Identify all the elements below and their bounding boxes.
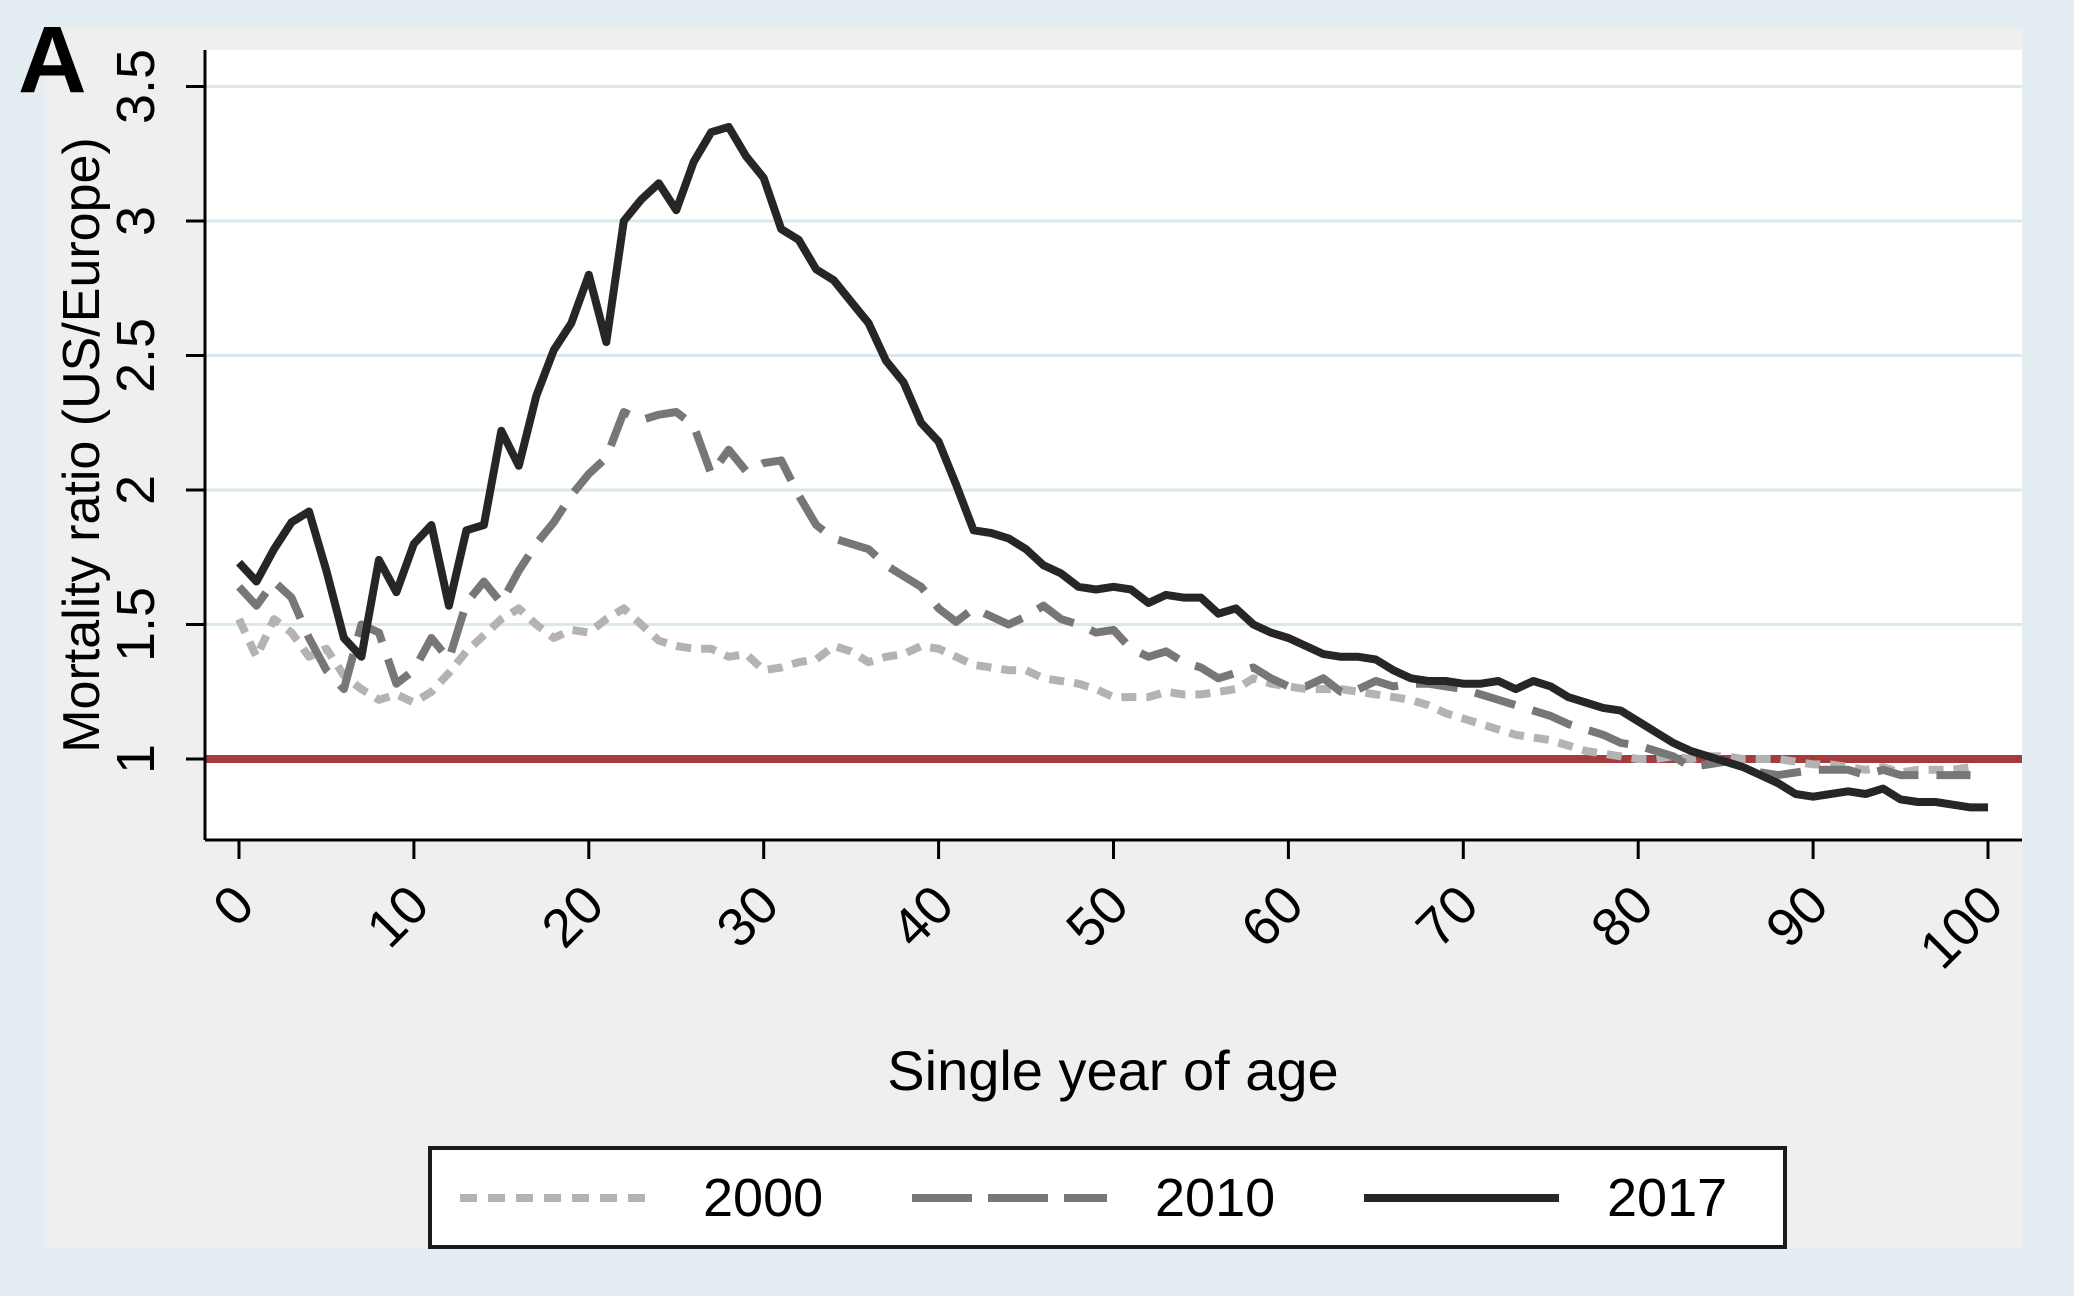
- series-lines: [235, 122, 1988, 812]
- y-axis-title: Mortality ratio (US/Europe): [53, 137, 111, 753]
- series-2010-line: [236, 408, 1971, 780]
- y-tick-label: 3.5: [106, 49, 166, 124]
- x-axis-title: Single year of age: [887, 1039, 1338, 1102]
- plot-area: [205, 50, 2022, 840]
- legend: 2000 2010 2017: [428, 1146, 1787, 1249]
- y-tick-label: 1: [106, 744, 166, 774]
- series-2017-line: [236, 122, 1988, 812]
- y-tick-label: 1.5: [106, 587, 166, 662]
- y-tick-label: 3: [106, 206, 166, 236]
- y-tick-label: 2.5: [106, 318, 166, 393]
- legend-label-2010: 2010: [1155, 1168, 1275, 1228]
- panel-label: A: [18, 7, 87, 113]
- legend-label-2000: 2000: [703, 1168, 823, 1228]
- legend-box: [428, 1146, 1787, 1249]
- y-tick-label: 2: [106, 475, 166, 505]
- y-axis-ticks: 1 1.5 2 2.5 3 3.5: [106, 49, 205, 774]
- legend-label-2017: 2017: [1607, 1168, 1727, 1228]
